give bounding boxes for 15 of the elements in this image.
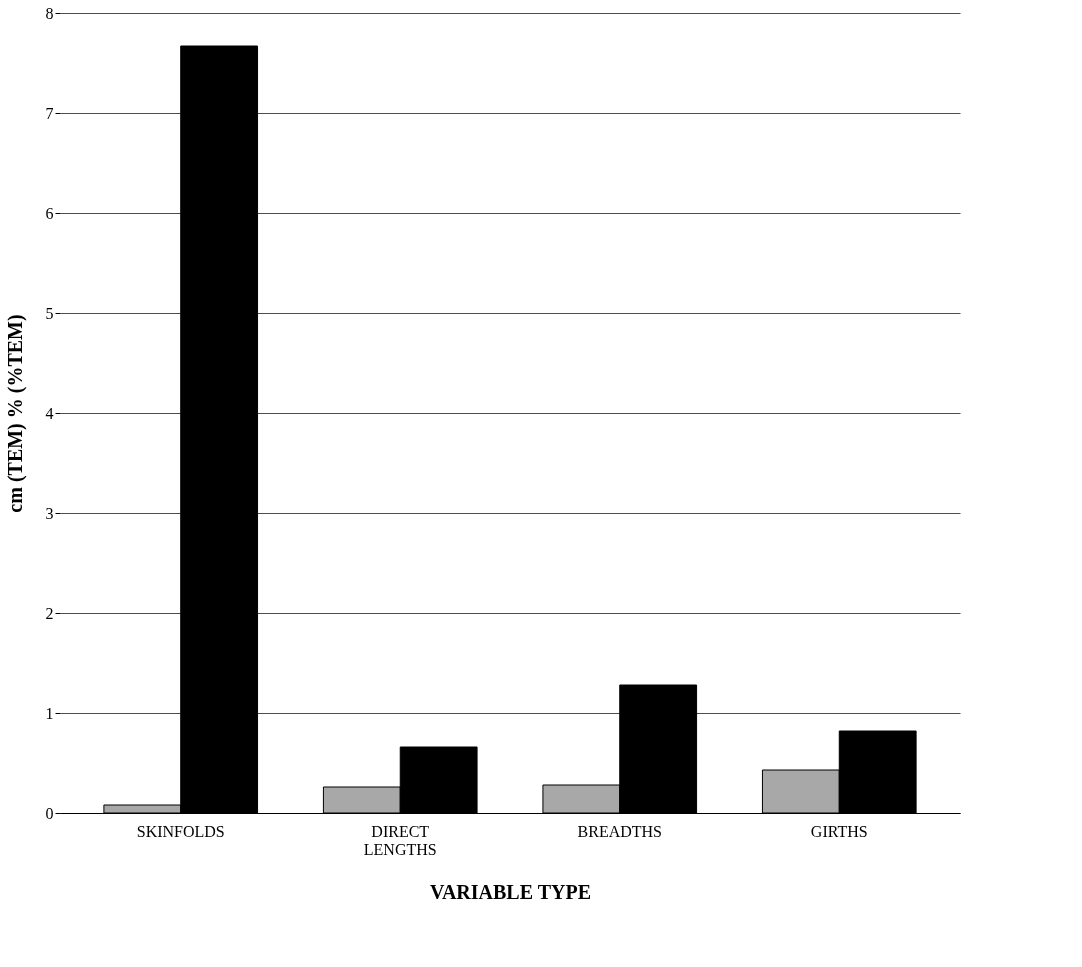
y-tick-label: 1 — [45, 704, 54, 722]
y-axis-title: cm (TEM) % (%TEM) — [3, 314, 27, 513]
x-tick-label: GIRTHS — [810, 822, 868, 840]
y-tick-label: 2 — [45, 604, 54, 622]
y-tick-label: 0 — [45, 804, 54, 822]
y-tick-label: 8 — [45, 4, 54, 22]
y-tick-label: 7 — [45, 104, 54, 122]
x-tick-label: BREADTHS — [577, 822, 662, 840]
x-tick-label: SKINFOLDS — [136, 822, 225, 840]
x-axis-title: VARIABLE TYPE — [430, 880, 591, 903]
x-tick-label: DIRECT LENGTHS — [363, 822, 437, 858]
y-tick-label: 3 — [45, 504, 54, 522]
y-tick-label: 5 — [45, 304, 54, 322]
y-tick-label: 6 — [45, 204, 54, 222]
y-tick-label: 4 — [45, 404, 54, 422]
